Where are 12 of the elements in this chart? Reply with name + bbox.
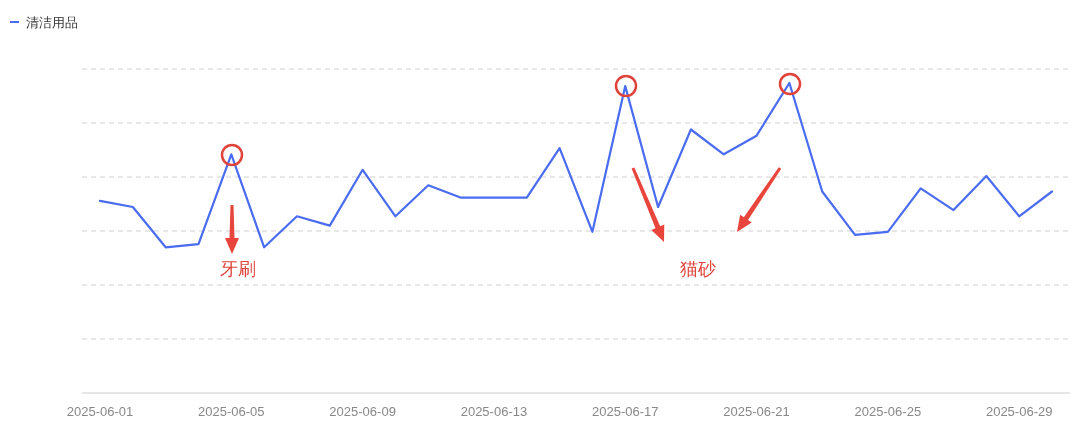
legend: 清洁用品: [9, 15, 78, 30]
x-tick-label: 2025-06-25: [854, 404, 922, 419]
x-tick-label: 2025-06-29: [985, 404, 1053, 419]
x-tick-label: 2025-06-13: [460, 404, 528, 419]
legend-label: 清洁用品: [26, 15, 78, 30]
annotation: 牙刷: [220, 259, 256, 279]
x-tick-label: 2025-06-09: [329, 404, 396, 419]
x-tick-label: 2025-06-17: [591, 404, 659, 419]
x-tick-label: 2025-06-05: [198, 404, 265, 419]
x-tick-label: 2025-06-21: [723, 404, 790, 419]
annotation: 猫砂: [680, 259, 716, 279]
x-tick-label: 2025-06-01: [66, 404, 134, 419]
